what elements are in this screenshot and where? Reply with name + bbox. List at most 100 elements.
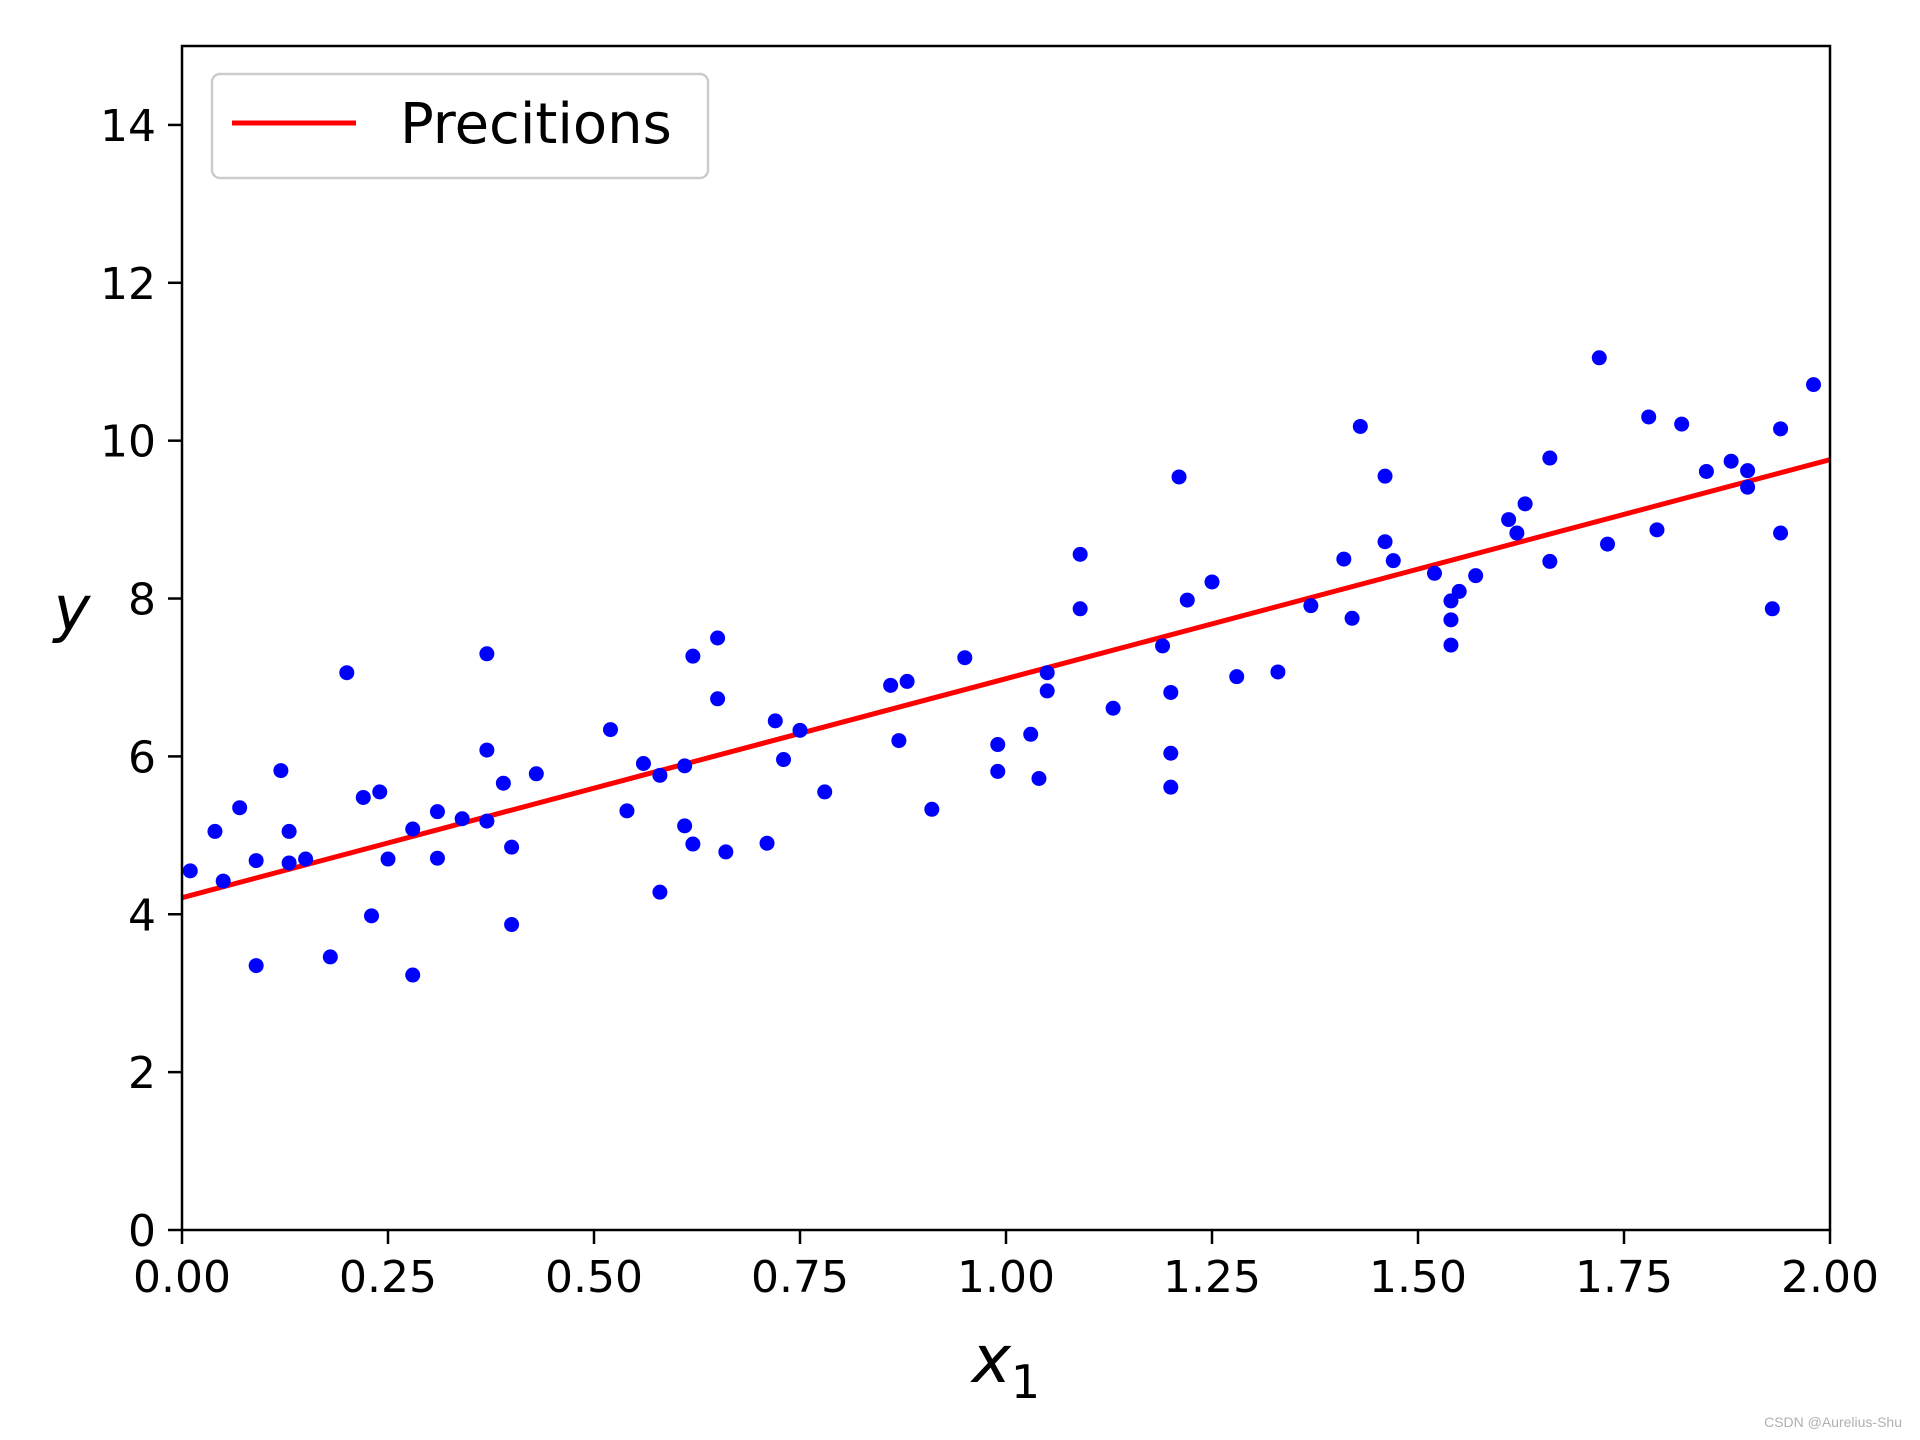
- data-point: [1377, 468, 1393, 484]
- data-point: [1023, 726, 1039, 742]
- data-point: [1451, 583, 1467, 599]
- data-point: [619, 803, 635, 819]
- data-point: [322, 949, 338, 965]
- data-point: [1600, 536, 1616, 552]
- data-point: [479, 813, 495, 829]
- data-point: [248, 853, 264, 869]
- data-point: [405, 821, 421, 837]
- x-tick-label: 1.00: [957, 1252, 1055, 1303]
- y-tick-label: 2: [128, 1048, 156, 1099]
- data-point: [602, 722, 618, 738]
- data-point: [1740, 463, 1756, 479]
- data-point: [1443, 612, 1459, 628]
- data-point: [504, 917, 520, 933]
- data-point: [652, 884, 668, 900]
- data-point: [1352, 418, 1368, 434]
- data-point: [215, 873, 231, 889]
- data-point: [405, 967, 421, 983]
- data-point: [372, 784, 388, 800]
- x-tick-label: 0.25: [339, 1252, 437, 1303]
- data-point: [504, 839, 520, 855]
- y-tick-label: 4: [128, 890, 156, 941]
- y-axis-label: y: [52, 572, 92, 645]
- data-point: [298, 851, 314, 867]
- data-point: [776, 752, 792, 768]
- data-point: [883, 677, 899, 693]
- data-point: [1171, 469, 1187, 485]
- plot-frame: [180, 44, 1832, 1232]
- data-point: [182, 863, 198, 879]
- data-point: [685, 648, 701, 664]
- data-point: [1542, 450, 1558, 466]
- y-tick-label: 10: [100, 417, 156, 468]
- x-tick-label: 2.00: [1781, 1252, 1879, 1303]
- data-point: [1698, 463, 1714, 479]
- data-point: [364, 908, 380, 924]
- legend-label-predictions: Precitions: [400, 92, 672, 157]
- data-point: [479, 646, 495, 662]
- x-tick-label: 0.00: [133, 1252, 231, 1303]
- x-axis-label: x1: [970, 1321, 1040, 1409]
- prediction-line: [182, 457, 1830, 901]
- data-point: [718, 844, 734, 860]
- data-point: [710, 691, 726, 707]
- data-point: [207, 823, 223, 839]
- data-point: [1031, 771, 1047, 787]
- data-point: [1377, 534, 1393, 550]
- data-point: [1344, 610, 1360, 626]
- data-point: [1072, 601, 1088, 617]
- data-point: [495, 775, 511, 791]
- y-tick-label: 14: [100, 101, 156, 152]
- x-tick-label: 1.50: [1369, 1252, 1467, 1303]
- data-point: [1443, 637, 1459, 653]
- data-point: [248, 958, 264, 974]
- data-point: [1155, 638, 1171, 654]
- x-axis-label-text: x: [970, 1321, 1012, 1398]
- data-point: [1468, 568, 1484, 584]
- data-point: [1426, 565, 1442, 581]
- data-point: [652, 767, 668, 783]
- legend: Precitions: [210, 72, 710, 180]
- data-point: [1385, 553, 1401, 569]
- data-point: [1674, 416, 1690, 432]
- data-point: [429, 850, 445, 866]
- data-point: [1163, 684, 1179, 700]
- x-axis: 0.00 0.25 0.50 0.75 1.00 1.25 1.50 1.75 2.00: [133, 1230, 1879, 1303]
- x-tick-label: 0.50: [545, 1252, 643, 1303]
- data-point: [924, 801, 940, 817]
- data-point: [1649, 522, 1665, 538]
- data-point: [380, 851, 396, 867]
- data-point: [1723, 453, 1739, 469]
- data-point: [685, 836, 701, 852]
- x-tick-label: 1.25: [1163, 1252, 1261, 1303]
- data-point: [355, 789, 371, 805]
- data-point: [1806, 377, 1822, 393]
- data-point: [990, 737, 1006, 753]
- data-point: [1336, 551, 1352, 567]
- data-point: [1179, 592, 1195, 608]
- data-point: [1591, 350, 1607, 366]
- data-point: [817, 784, 833, 800]
- data-point: [281, 823, 297, 839]
- data-point: [232, 800, 248, 816]
- y-tick-label: 0: [128, 1206, 156, 1257]
- data-point: [899, 673, 915, 689]
- y-axis: 0 2 4 6 8 10 12 14: [100, 101, 182, 1257]
- data-point: [1303, 598, 1319, 614]
- y-tick-label: 6: [128, 732, 156, 783]
- data-point: [1105, 700, 1121, 716]
- data-point: [1773, 421, 1789, 437]
- y-tick-label: 12: [100, 259, 156, 310]
- data-point: [1740, 479, 1756, 495]
- y-tick-label: 8: [128, 575, 156, 626]
- data-point: [1542, 553, 1558, 569]
- data-point: [1039, 683, 1055, 699]
- data-point: [1039, 665, 1055, 681]
- data-point: [1501, 512, 1517, 528]
- plot-area: [182, 350, 1830, 983]
- x-tick-label: 1.75: [1575, 1252, 1673, 1303]
- data-point: [1764, 601, 1780, 617]
- data-point: [429, 804, 445, 820]
- data-point: [454, 811, 470, 827]
- data-point: [1270, 664, 1286, 680]
